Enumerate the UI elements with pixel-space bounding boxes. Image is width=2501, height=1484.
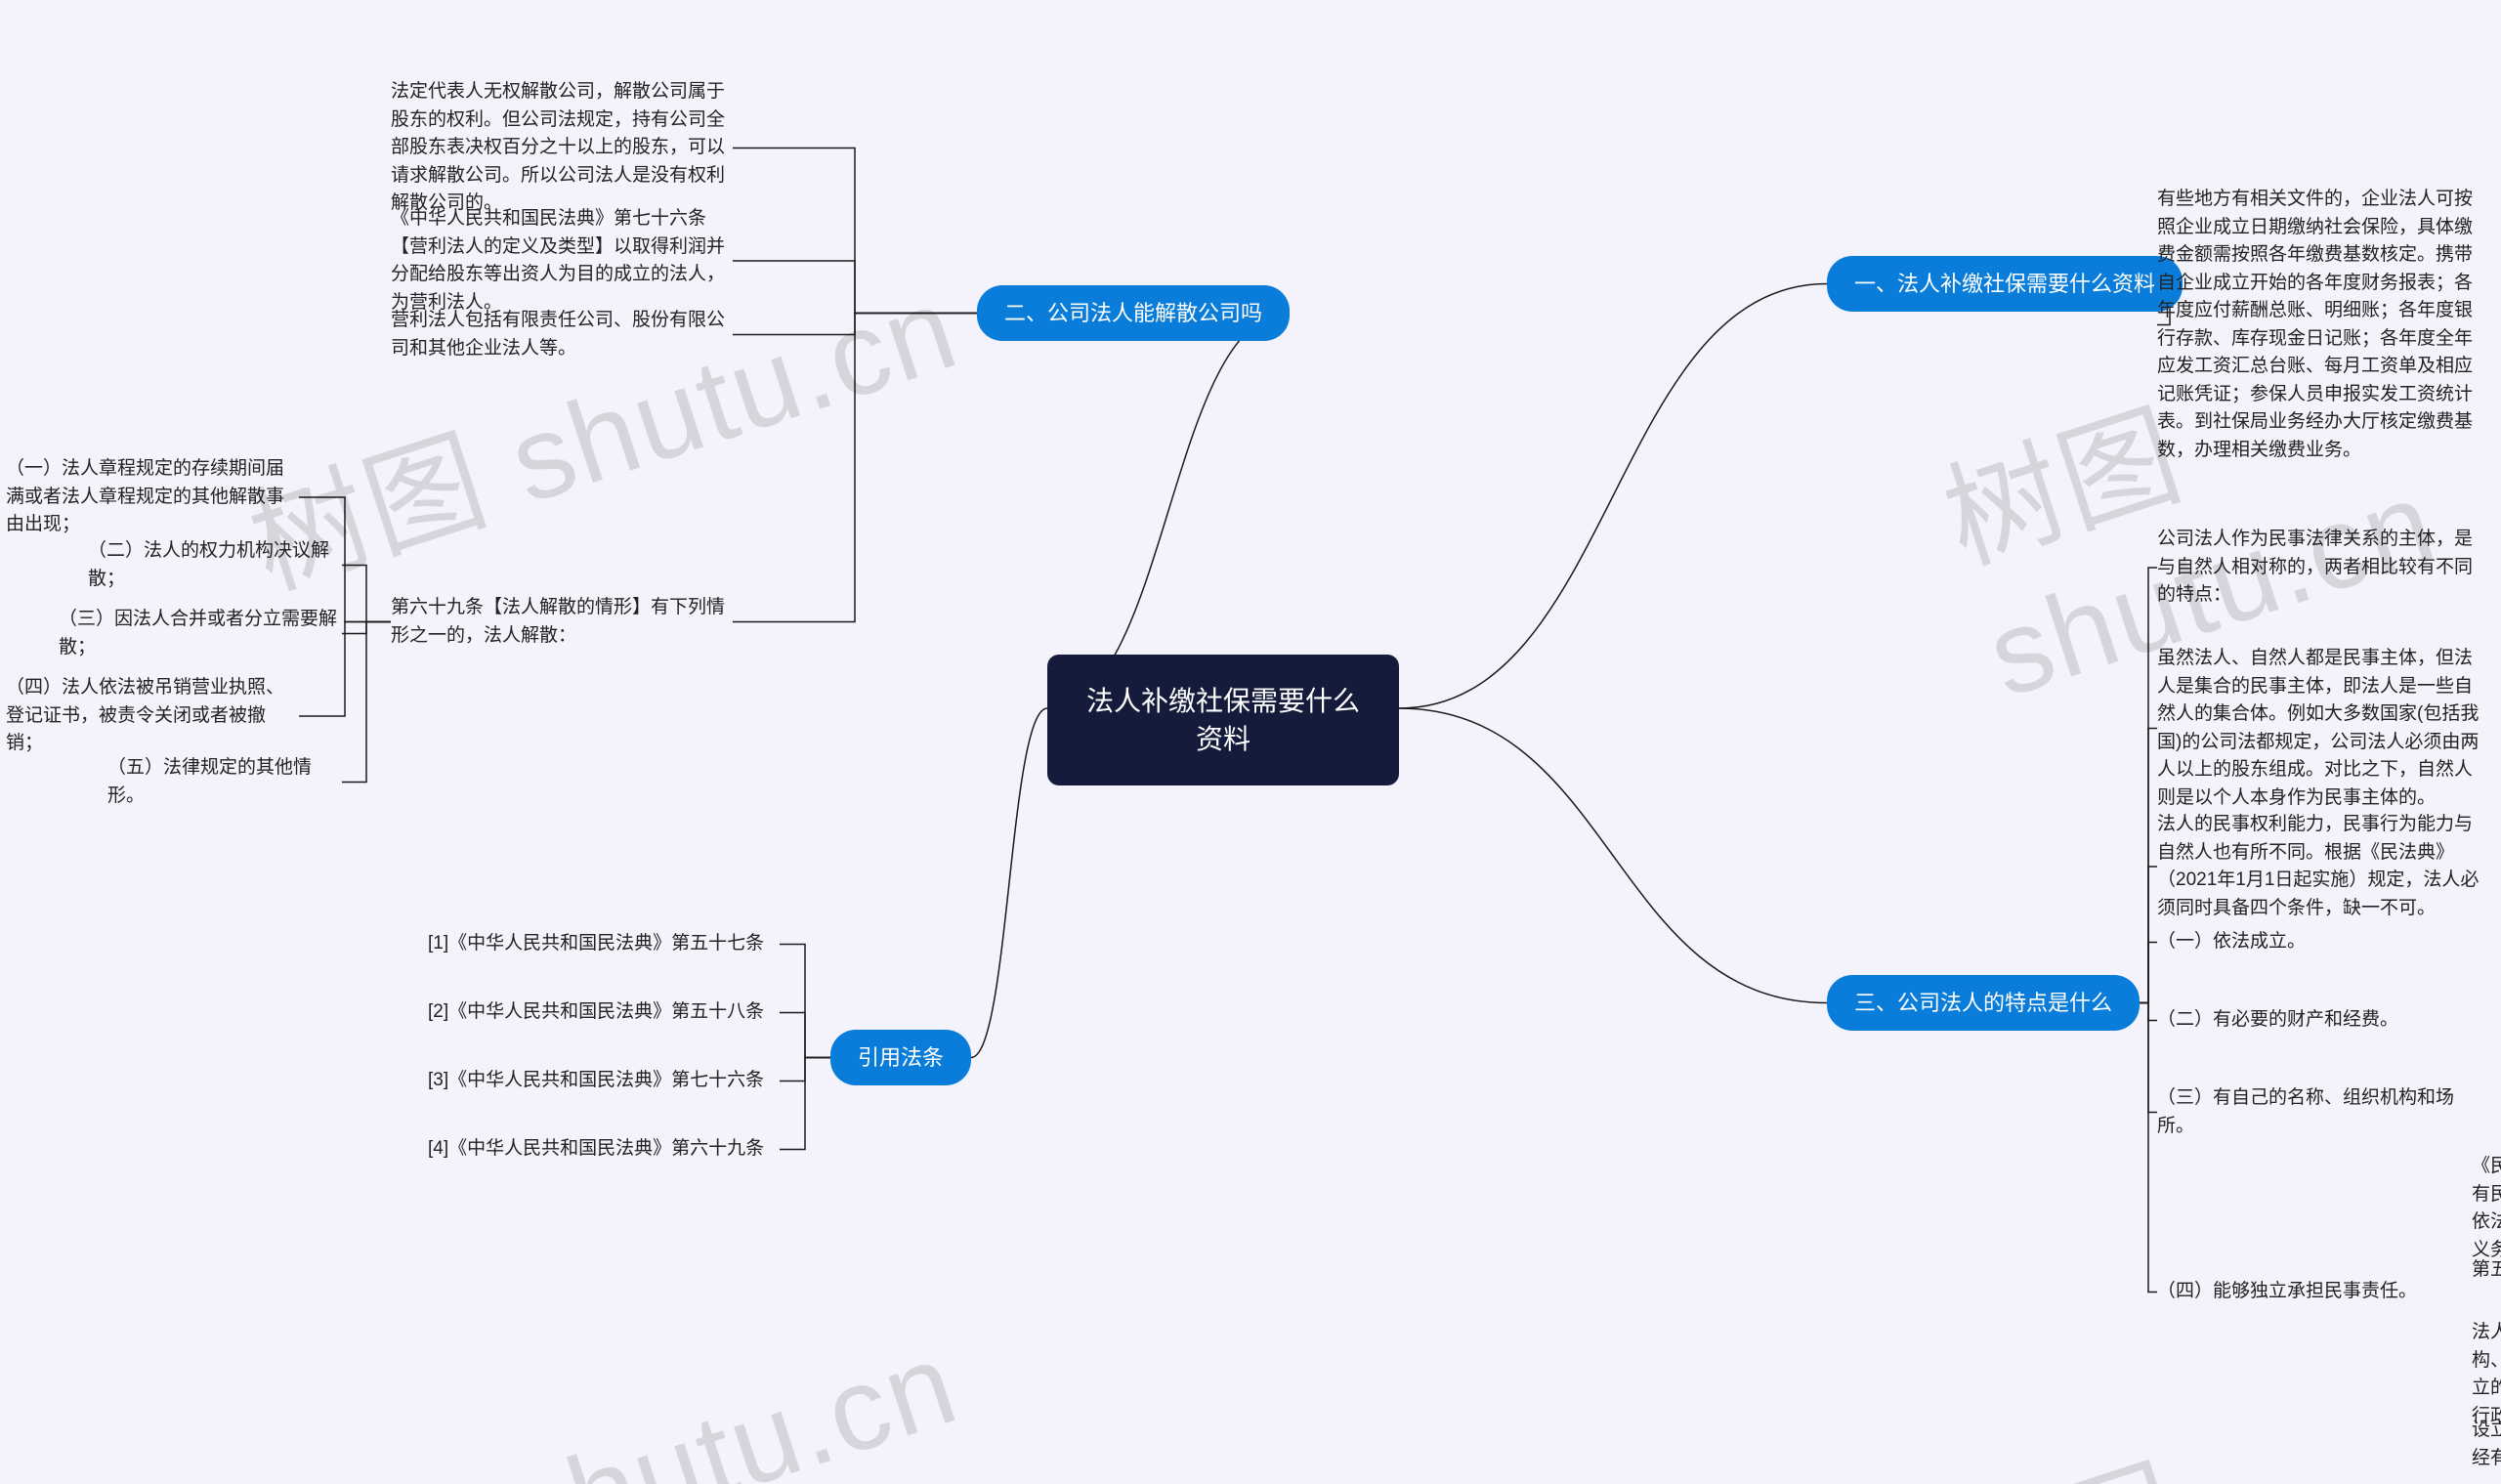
leaf-b2c4b: （二）法人的权力机构决议解散；	[88, 537, 342, 593]
leaf-b4c1: [1]《中华人民共和国民法典》第五十七条	[428, 930, 780, 958]
branch-b3[interactable]: 三、公司法人的特点是什么	[1827, 975, 2140, 1031]
leaf-b2c4: 第六十九条【法人解散的情形】有下列情形之一的，法人解散：	[391, 594, 733, 650]
watermark: 树图 shutu.cn	[226, 1289, 974, 1484]
leaf-b3c7a: 《民法典》第五十七条??法人是具有民事权利能力和民事行为能力，依法独立享有民事权…	[2472, 1153, 2501, 1264]
leaf-b3c4: （一）依法成立。	[2157, 928, 2353, 956]
branch-b1[interactable]: 一、法人补缴社保需要什么资料	[1827, 256, 2183, 312]
watermark: 树图 shutu.cn	[1920, 1320, 2501, 1484]
leaf-b2c4a: （一）法人章程规定的存续期间届满或者法人章程规定的其他解散事由出现；	[6, 455, 299, 539]
leaf-b3c7b: 第五十八条法人应当依法成立。	[2472, 1256, 2501, 1285]
leaf-b2c1: 法定代表人无权解散公司，解散公司属于股东的权利。但公司法规定，持有公司全部股东表…	[391, 78, 733, 218]
leaf-b4c4: [4]《中华人民共和国民法典》第六十九条	[428, 1135, 780, 1164]
leaf-b3c7c: 法人应当有自己的名称、组织机构、住所、财产或者经费。法人成立的具体条件和程序，依…	[2472, 1319, 2501, 1430]
leaf-b3c5: （二）有必要的财产和经费。	[2157, 1006, 2411, 1035]
leaf-b3c2: 虽然法人、自然人都是民事主体，但法人是集合的民事主体，即法人是一些自然人的集合体…	[2157, 645, 2489, 812]
leaf-b3c3: 法人的民事权利能力，民事行为能力与自然人也有所不同。根据《民法典》（2021年1…	[2157, 811, 2489, 922]
leaf-b4c3: [3]《中华人民共和国民法典》第七十六条	[428, 1067, 780, 1095]
leaf-b3c7: （四）能够独立承担民事责任。	[2157, 1278, 2431, 1306]
leaf-b2c4d: （四）法人依法被吊销营业执照、登记证书，被责令关闭或者被撤销；	[6, 674, 299, 758]
leaf-b3c7d: 设立法人，法律、行政法规规定须经有关机关批准的，依照其规定。	[2472, 1417, 2501, 1472]
branch-b4[interactable]: 引用法条	[830, 1030, 971, 1085]
leaf-b3c6: （三）有自己的名称、组织机构和场所。	[2157, 1084, 2489, 1140]
leaf-b2c4e: （五）法律规定的其他情形。	[107, 754, 342, 810]
leaf-b2c4c: （三）因法人合并或者分立需要解散；	[59, 606, 342, 661]
leaf-b3c1: 公司法人作为民事法律关系的主体，是与自然人相对称的，两者相比较有不同的特点：	[2157, 526, 2489, 610]
leaf-b2c3: 营利法人包括有限责任公司、股份有限公司和其他企业法人等。	[391, 307, 733, 362]
branch-b2[interactable]: 二、公司法人能解散公司吗	[977, 285, 1290, 341]
root-node[interactable]: 法人补缴社保需要什么资料	[1047, 655, 1399, 785]
mindmap-canvas: 树图 shutu.cn 树图 shutu.cn 树图 shutu.cn 树图 s…	[0, 0, 2501, 1484]
leaf-b1c1: 有些地方有相关文件的，企业法人可按照企业成立日期缴纳社会保险，具体缴费金额需按照…	[2157, 186, 2489, 464]
leaf-b4c2: [2]《中华人民共和国民法典》第五十八条	[428, 998, 780, 1027]
leaf-b2c2: 《中华人民共和国民法典》第七十六条【营利法人的定义及类型】以取得利润并分配给股东…	[391, 205, 733, 317]
